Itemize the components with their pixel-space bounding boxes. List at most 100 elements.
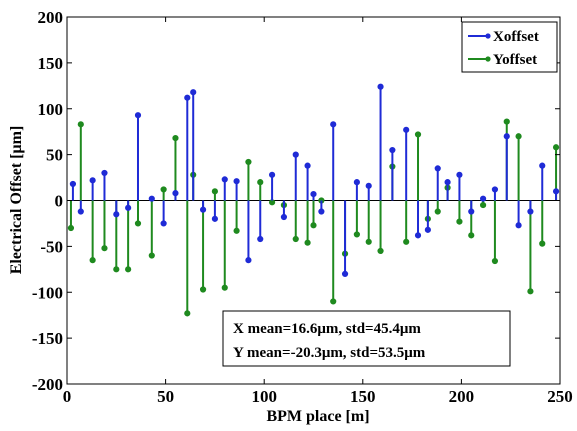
yoffset-marker <box>134 220 142 227</box>
xoffset-series <box>69 83 560 277</box>
xoffset-marker <box>330 121 337 128</box>
yoffset-marker <box>148 252 155 259</box>
yoffset-marker <box>245 158 252 166</box>
yoffset-marker <box>160 186 167 193</box>
yoffset-marker <box>468 232 475 239</box>
yoffset-marker <box>515 133 522 140</box>
xoffset-marker <box>304 162 311 169</box>
x-axis-label: BPM place [m] <box>266 408 369 425</box>
yoffset-marker <box>257 179 264 186</box>
xoffset-marker <box>221 176 228 183</box>
x-tick-label: 50 <box>157 387 174 406</box>
yoffset-marker <box>414 131 422 138</box>
yoffset-marker <box>292 235 299 243</box>
xoffset-marker <box>101 169 108 177</box>
yoffset-marker <box>353 231 360 238</box>
yoffset-marker <box>89 257 96 264</box>
yoffset-marker <box>552 144 560 151</box>
yoffset-marker <box>491 257 499 265</box>
yoffset-marker <box>527 288 534 295</box>
x-tick-label: 250 <box>547 387 573 406</box>
xoffset-marker <box>552 188 560 195</box>
yoffset-marker <box>503 118 510 125</box>
yoffset-marker <box>233 227 240 234</box>
xoffset-marker <box>292 151 299 158</box>
xoffset-marker <box>125 204 132 211</box>
xoffset-marker <box>479 195 487 202</box>
xoffset-marker <box>172 190 179 197</box>
legend-marker-yoffset <box>485 56 491 62</box>
xoffset-marker <box>113 211 120 218</box>
xoffset-marker <box>503 133 510 140</box>
y-tick-label: 200 <box>38 8 64 27</box>
xoffset-marker <box>148 195 155 202</box>
xoffset-marker <box>424 226 431 233</box>
legend: Xoffset Yoffset <box>461 21 558 73</box>
xoffset-marker <box>414 232 422 239</box>
legend-box <box>461 21 558 73</box>
yoffset-series <box>67 118 560 317</box>
yoffset-marker <box>113 266 120 273</box>
xoffset-marker <box>134 112 142 119</box>
xoffset-marker <box>365 182 372 189</box>
x-tick-label: 100 <box>251 387 277 406</box>
xoffset-marker <box>211 215 218 222</box>
yoffset-marker <box>456 218 463 225</box>
legend-label-yoffset: Yoffset <box>493 52 537 68</box>
xoffset-marker <box>69 180 77 188</box>
y-tick-label: -150 <box>32 329 63 348</box>
y-tick-labels: -200 -150 -100 -50 0 50 100 150 200 <box>32 8 63 394</box>
xoffset-marker <box>353 179 360 186</box>
stats-line-y: Y mean=-20.3μm, std=53.5μm <box>233 345 426 361</box>
x-tick-label: 200 <box>449 387 475 406</box>
xoffset-marker <box>377 83 384 90</box>
xoffset-marker <box>468 208 475 215</box>
yoffset-marker <box>403 238 410 245</box>
xoffset-marker <box>341 270 349 277</box>
y-tick-label: -50 <box>40 237 63 256</box>
xoffset-marker <box>233 178 240 185</box>
xoffset-marker <box>77 208 84 215</box>
yoffset-marker <box>539 240 546 247</box>
xoffset-marker <box>245 257 252 264</box>
y-tick-label: 0 <box>55 192 64 211</box>
yoffset-marker <box>125 266 132 273</box>
xoffset-marker <box>389 146 396 154</box>
yoffset-marker <box>377 247 384 255</box>
yoffset-marker <box>199 286 207 293</box>
yoffset-marker <box>434 208 441 215</box>
xoffset-marker <box>515 222 522 229</box>
y-tick-label: 150 <box>38 54 64 73</box>
yoffset-marker <box>67 224 75 232</box>
x-tick-label: 150 <box>350 387 376 406</box>
yoffset-marker <box>172 135 179 142</box>
y-tick-label: 100 <box>38 100 64 119</box>
yoffset-marker <box>211 188 218 195</box>
xoffset-marker <box>184 94 191 101</box>
xoffset-marker <box>268 171 276 178</box>
xoffset-marker <box>318 208 325 215</box>
x-tick-labels: 0 50 100 150 200 250 <box>63 387 573 406</box>
y-tick-label: 50 <box>46 146 63 165</box>
xoffset-marker <box>280 213 288 221</box>
y-tick-label: -200 <box>32 375 63 394</box>
xoffset-marker <box>434 165 441 172</box>
legend-label-xoffset: Xoffset <box>493 29 539 45</box>
yoffset-marker <box>221 284 228 291</box>
yoffset-marker <box>330 298 337 305</box>
yoffset-marker <box>77 121 84 128</box>
yoffset-marker <box>184 310 191 317</box>
yoffset-marker <box>268 199 276 206</box>
yoffset-marker <box>365 238 372 245</box>
yoffset-marker <box>101 245 108 252</box>
y-axis-label: Electrical Offset [μm] <box>8 126 25 275</box>
xoffset-marker <box>310 190 317 198</box>
yoffset-marker <box>310 222 317 229</box>
xoffset-marker <box>491 186 499 193</box>
yoffset-marker <box>304 239 311 246</box>
xoffset-marker <box>527 208 534 215</box>
y-tick-label: -100 <box>32 283 63 302</box>
xoffset-marker <box>199 206 207 213</box>
stats-line-x: X mean=16.6μm, std=45.4μm <box>233 321 421 337</box>
